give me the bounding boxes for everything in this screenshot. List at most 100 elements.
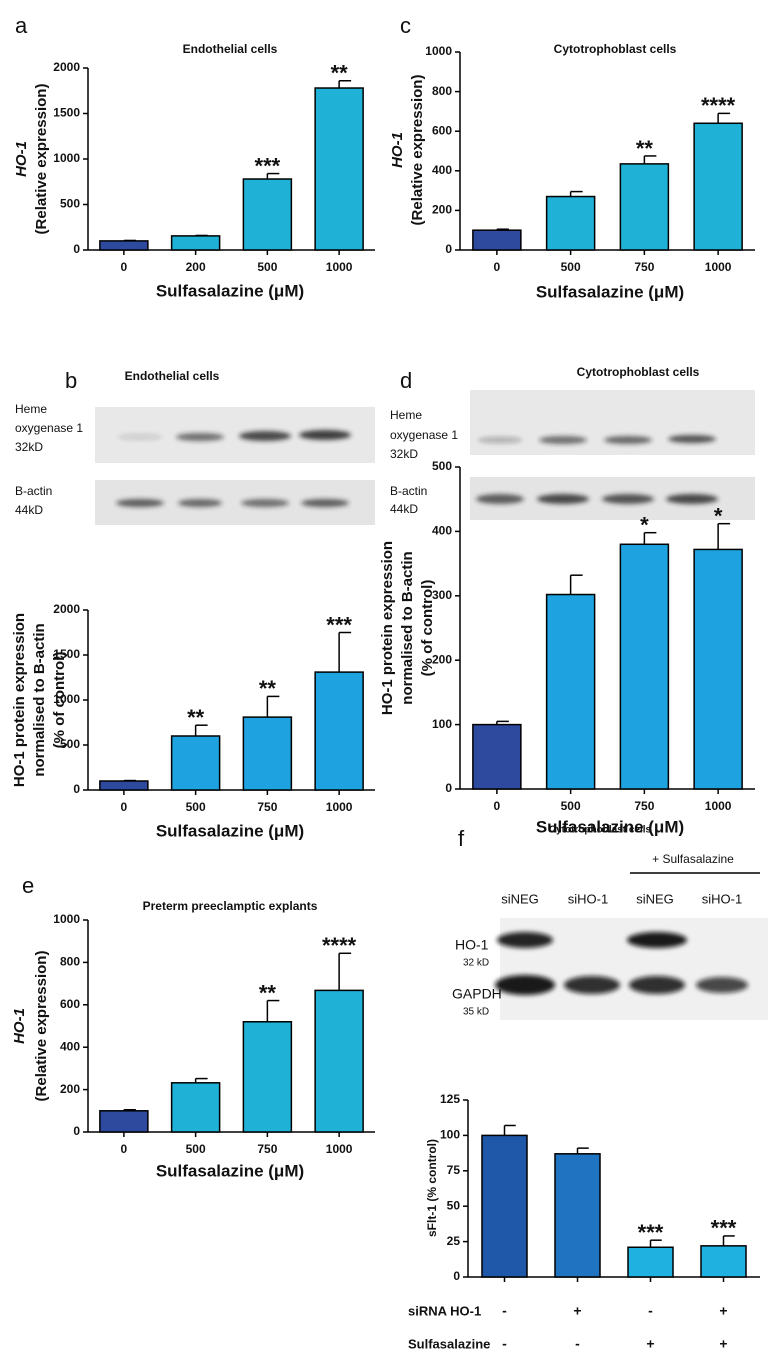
y-tick-label: 200 [432, 203, 452, 217]
bar [472, 723, 522, 790]
y-tick-label: 2000 [53, 602, 80, 616]
blot-label: 44kD [15, 503, 43, 517]
y-tick-label: 0 [445, 242, 452, 256]
condition-value: + [719, 1336, 727, 1352]
blot-label: 44kD [390, 502, 418, 516]
bar [99, 240, 149, 251]
x-tick-label: 0 [121, 1142, 128, 1156]
y-tick-label: 200 [432, 652, 452, 666]
significance: **** [322, 933, 357, 958]
significance: *** [638, 1220, 664, 1245]
x-tick-label: 750 [634, 799, 654, 813]
significance: ** [636, 136, 654, 161]
blot-title: Cytotrophoblast cells [549, 825, 652, 836]
y-tick-label: 1500 [53, 647, 80, 661]
lane-label: siHO-1 [702, 891, 742, 906]
x-axis-label: Sulfasalazine (μM) [536, 817, 684, 836]
x-axis-label: Sulfasalazine (μM) [156, 281, 304, 300]
blot-label: 35 kD [463, 1007, 489, 1018]
condition-value: - [575, 1336, 580, 1352]
panel-letter: b [65, 368, 77, 393]
y-tick-label: 1000 [425, 44, 452, 58]
bar [627, 1246, 674, 1278]
blot-label: HO-1 [455, 937, 489, 953]
bar [545, 593, 596, 790]
y-axis-label: (Relative expression) [33, 951, 50, 1102]
bar [693, 122, 743, 251]
y-axis-label: (% of control) [51, 652, 68, 749]
bar [99, 1110, 149, 1133]
blot-image [470, 390, 755, 520]
y-tick-label: 800 [432, 84, 452, 98]
x-tick-label: 500 [186, 1142, 206, 1156]
x-tick-label: 0 [121, 800, 128, 814]
blot-title: Cytotrophoblast cells [577, 365, 700, 379]
condition-name: siRNA HO-1 [408, 1303, 481, 1318]
condition-value: + [719, 1303, 727, 1319]
x-tick-label: 1000 [326, 800, 353, 814]
blot-label: oxygenase 1 [390, 428, 458, 442]
x-tick-label: 1000 [326, 260, 353, 274]
y-tick-label: 0 [73, 782, 80, 796]
panel-letter: a [15, 13, 28, 38]
condition-name: Sulfasalazine [408, 1336, 490, 1351]
significance: *** [711, 1216, 737, 1241]
bar [314, 87, 364, 251]
panel-letter: f [458, 826, 465, 851]
significance: *** [255, 153, 281, 178]
blot-title: Endothelial cells [125, 369, 220, 383]
y-tick-label: 1000 [53, 912, 80, 926]
y-axis-label: normalised to B-actin [31, 623, 48, 776]
chart-title: Cytotrophoblast cells [554, 42, 677, 56]
significance: ** [187, 705, 205, 730]
x-tick-label: 200 [186, 260, 206, 274]
y-tick-label: 1000 [53, 692, 80, 706]
x-tick-label: 500 [257, 260, 277, 274]
bar [554, 1153, 601, 1278]
x-axis-label: Sulfasalazine (μM) [156, 1161, 304, 1180]
y-axis-label: HO-1 protein expression [11, 613, 28, 787]
bar [619, 543, 670, 790]
x-tick-label: 0 [494, 799, 501, 813]
condition-value: + [646, 1336, 654, 1352]
y-axis-label: HO-1 [11, 1008, 28, 1044]
x-tick-label: 750 [257, 800, 277, 814]
chart-title: Preterm preeclamptic explants [143, 899, 318, 913]
blot-label: Heme [15, 402, 47, 416]
y-tick-label: 50 [447, 1198, 461, 1212]
y-axis-label: normalised to B-actin [399, 551, 416, 704]
bar [170, 235, 221, 251]
blot-image [95, 407, 375, 525]
y-axis-label: sFlt-1 (% control) [425, 1139, 439, 1237]
blot-label: oxygenase 1 [15, 421, 83, 435]
y-tick-label: 125 [440, 1092, 460, 1106]
y-axis-label: HO-1 [13, 141, 30, 177]
condition-value: + [573, 1303, 581, 1319]
significance: *** [326, 612, 352, 637]
y-tick-label: 200 [60, 1082, 80, 1096]
bar [242, 716, 293, 791]
x-tick-label: 0 [121, 260, 128, 274]
panel-letter: e [22, 873, 34, 898]
x-tick-label: 1000 [326, 1142, 353, 1156]
blot-label: 32kD [390, 447, 418, 461]
significance: * [640, 513, 649, 538]
y-tick-label: 600 [60, 997, 80, 1011]
bar [99, 780, 149, 791]
bar [700, 1245, 747, 1278]
y-tick-label: 600 [432, 123, 452, 137]
y-axis-label: HO-1 [389, 132, 406, 168]
bar [472, 229, 522, 251]
x-tick-label: 500 [561, 799, 581, 813]
y-axis-label: (Relative expression) [409, 75, 426, 226]
y-tick-label: 25 [447, 1234, 461, 1248]
x-tick-label: 0 [494, 260, 501, 274]
condition-value: - [502, 1303, 507, 1319]
y-tick-label: 500 [60, 737, 80, 751]
condition-value: - [502, 1336, 507, 1352]
significance: * [714, 503, 723, 528]
x-tick-label: 1000 [705, 260, 732, 274]
blot-label: B-actin [15, 484, 52, 498]
bar [314, 989, 364, 1133]
